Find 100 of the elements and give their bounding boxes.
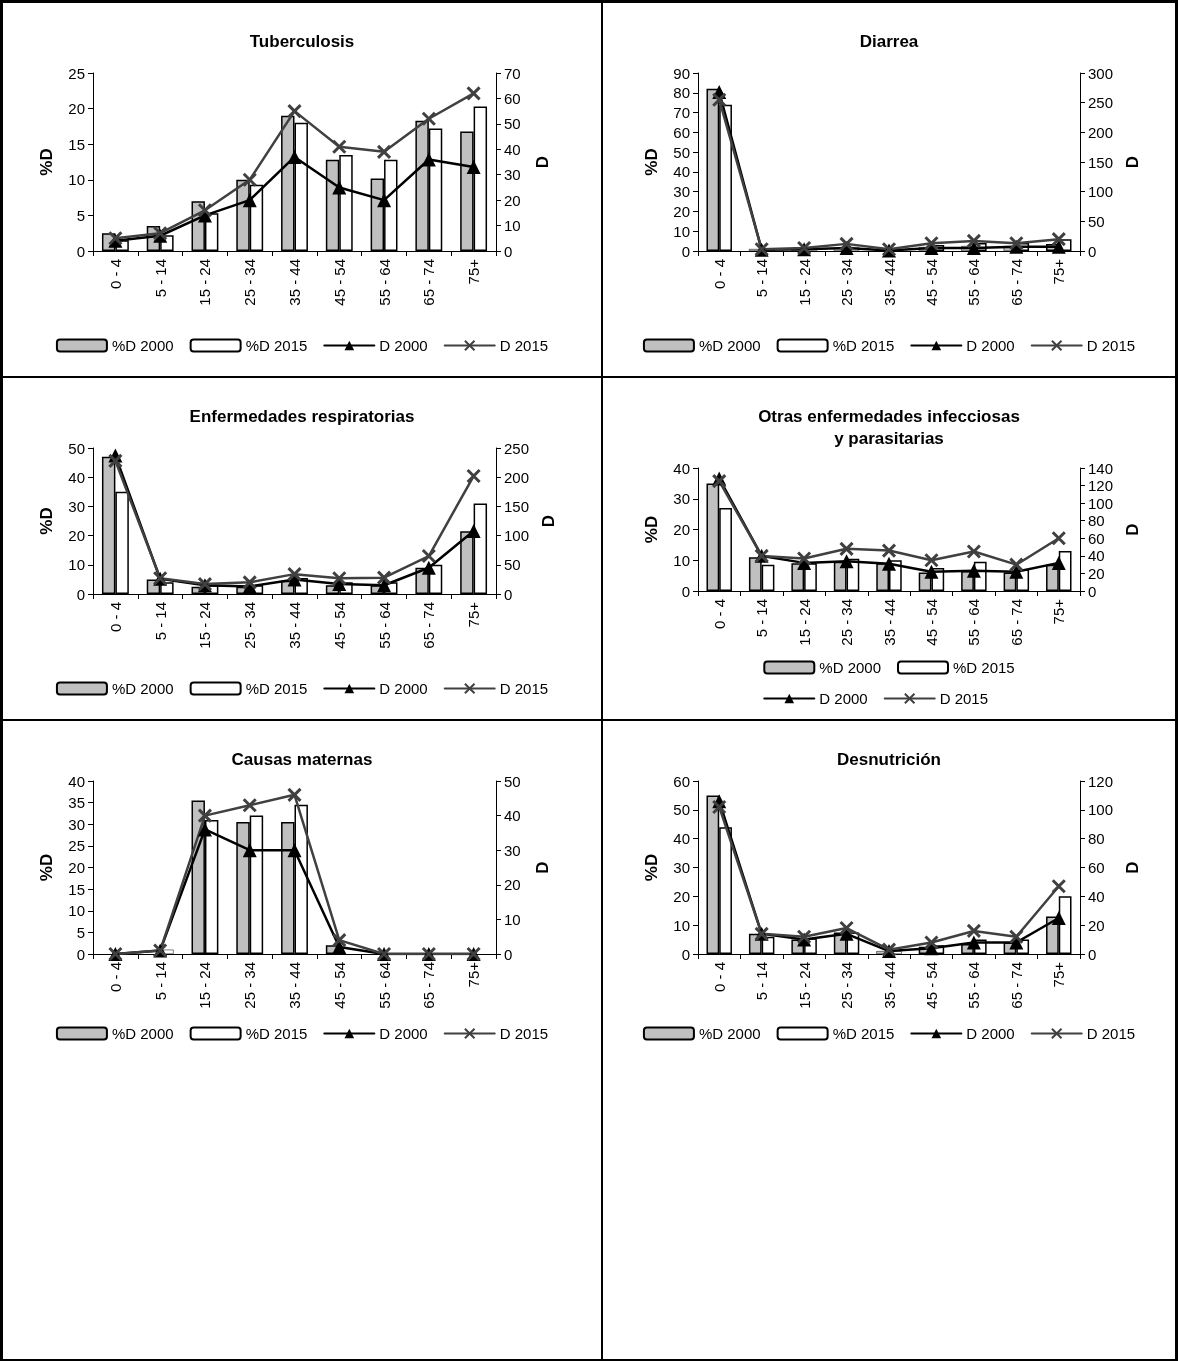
y-tick-label: 0 xyxy=(76,945,85,963)
y-tick-label: 40 xyxy=(68,772,85,790)
y-tick-label: 30 xyxy=(68,815,85,833)
x-tick-label: 0 - 4 xyxy=(106,602,124,633)
x-tick-label: 45 - 54 xyxy=(330,962,348,1009)
y2-tick-label: 50 xyxy=(504,115,521,133)
y2-tick-label: 20 xyxy=(504,876,521,894)
x-tick-label: 45 - 54 xyxy=(330,259,348,306)
y-tick-label: 10 xyxy=(673,916,690,934)
y2-tick-label: 30 xyxy=(504,166,521,184)
x-tick-label: 45 - 54 xyxy=(922,599,940,646)
y2-tick-label: 200 xyxy=(1088,123,1114,141)
y-tick-label: 10 xyxy=(673,551,690,569)
x-tick-label: 5 - 14 xyxy=(753,259,771,298)
y-tick-label: 60 xyxy=(673,123,690,141)
y-tick-label: 90 xyxy=(673,64,690,82)
legend-label: %D 2015 xyxy=(832,1025,895,1042)
y-tick-label: 10 xyxy=(673,222,690,240)
y2-tick-label: 60 xyxy=(1088,529,1105,547)
legend-label: D 2000 xyxy=(379,337,428,354)
legend-label: %D 2000 xyxy=(111,1025,174,1042)
legend-label: %D 2015 xyxy=(245,1025,308,1042)
x-tick-label: 65 - 74 xyxy=(1007,962,1025,1009)
x-tick-label: 45 - 54 xyxy=(922,259,940,306)
y2-tick-label: 100 xyxy=(1088,183,1114,201)
legend-label: D 2015 xyxy=(939,690,989,707)
x-tick-label: 25 - 34 xyxy=(838,599,856,646)
x-tick-label: 0 - 4 xyxy=(710,259,728,290)
y2-axis-title: D xyxy=(1122,861,1142,874)
y-axis-title: %D xyxy=(37,507,56,535)
y2-tick-label: 20 xyxy=(504,191,521,209)
x-tick-label: 65 - 74 xyxy=(420,962,438,1009)
x-tick-label: 55 - 64 xyxy=(375,259,393,306)
legend-label: D 2000 xyxy=(379,1025,428,1042)
x-tick-label: 25 - 34 xyxy=(838,259,856,306)
y-tick-label: 0 xyxy=(76,585,85,603)
y-tick-label: 35 xyxy=(68,794,85,812)
legend-label: %D 2015 xyxy=(953,659,1015,676)
x-tick-label: 35 - 44 xyxy=(286,259,303,306)
y-tick-label: 40 xyxy=(673,459,690,477)
legend-label: %D 2015 xyxy=(245,680,308,697)
x-tick-label: 0 - 4 xyxy=(106,259,124,290)
y-tick-label: 10 xyxy=(68,902,85,920)
x-tick-label: 35 - 44 xyxy=(286,962,303,1009)
y-tick-label: 25 xyxy=(68,837,85,855)
y-axis-title: %D xyxy=(37,148,56,176)
y2-tick-label: 100 xyxy=(504,527,530,545)
legend-label: D 2000 xyxy=(819,690,868,707)
y2-tick-label: 0 xyxy=(1088,945,1097,963)
y-axis-title: %D xyxy=(642,853,661,882)
y-tick-label: 40 xyxy=(673,163,690,181)
y2-tick-label: 50 xyxy=(504,556,521,574)
legend-label: D 2000 xyxy=(379,680,428,697)
y2-tick-label: 120 xyxy=(1088,477,1114,495)
x-tick-label: 25 - 34 xyxy=(241,602,259,649)
legend-label: D 2015 xyxy=(1086,1025,1136,1042)
legend-label: D 2015 xyxy=(499,1025,549,1042)
y-tick-label: 10 xyxy=(68,171,85,189)
y2-tick-label: 80 xyxy=(1088,512,1105,530)
y2-tick-label: 40 xyxy=(504,807,521,825)
chart-title: Tuberculosis xyxy=(249,31,355,51)
x-tick-label: 65 - 74 xyxy=(420,602,438,649)
y-axis-title: %D xyxy=(642,148,661,176)
x-tick-label: 75+ xyxy=(1050,258,1068,285)
y2-tick-label: 120 xyxy=(1088,772,1114,790)
x-tick-label: 15 - 24 xyxy=(196,602,214,649)
y2-tick-label: 10 xyxy=(504,910,521,928)
y-tick-label: 20 xyxy=(68,100,85,118)
y2-tick-label: 40 xyxy=(504,140,521,158)
x-tick-label: 5 - 14 xyxy=(753,962,771,1001)
x-tick-label: 65 - 74 xyxy=(1007,259,1025,306)
y2-axis-title: D xyxy=(538,514,558,528)
y-tick-label: 40 xyxy=(68,468,85,486)
y2-axis-title: D xyxy=(533,861,552,874)
x-tick-label: 5 - 14 xyxy=(151,259,169,298)
y2-tick-label: 80 xyxy=(1088,830,1105,848)
x-tick-label: 25 - 34 xyxy=(241,259,259,306)
y2-tick-label: 0 xyxy=(504,242,513,260)
x-tick-label: 75+ xyxy=(465,961,483,988)
y-tick-label: 50 xyxy=(68,439,85,457)
x-tick-label: 15 - 24 xyxy=(196,962,214,1009)
x-tick-label: 75+ xyxy=(465,601,483,628)
y-tick-label: 0 xyxy=(681,242,690,260)
legend-label: %D 2000 xyxy=(698,337,761,354)
legend-label: D 2015 xyxy=(1086,337,1136,354)
y-tick-label: 10 xyxy=(68,556,85,574)
y-tick-label: 0 xyxy=(76,242,85,260)
y2-axis-title: D xyxy=(1122,155,1142,169)
y-tick-label: 20 xyxy=(673,202,690,220)
y-tick-label: 20 xyxy=(68,859,85,876)
x-tick-label: 75+ xyxy=(465,258,483,285)
y2-tick-label: 0 xyxy=(504,585,513,603)
x-tick-label: 55 - 64 xyxy=(965,259,983,306)
x-tick-label: 35 - 44 xyxy=(880,259,898,306)
y-tick-label: 15 xyxy=(68,135,85,153)
x-tick-label: 15 - 24 xyxy=(795,962,813,1009)
y-tick-label: 15 xyxy=(68,880,85,898)
y2-tick-label: 250 xyxy=(504,439,530,457)
y2-tick-label: 100 xyxy=(1088,494,1114,512)
x-tick-label: 45 - 54 xyxy=(330,602,348,649)
